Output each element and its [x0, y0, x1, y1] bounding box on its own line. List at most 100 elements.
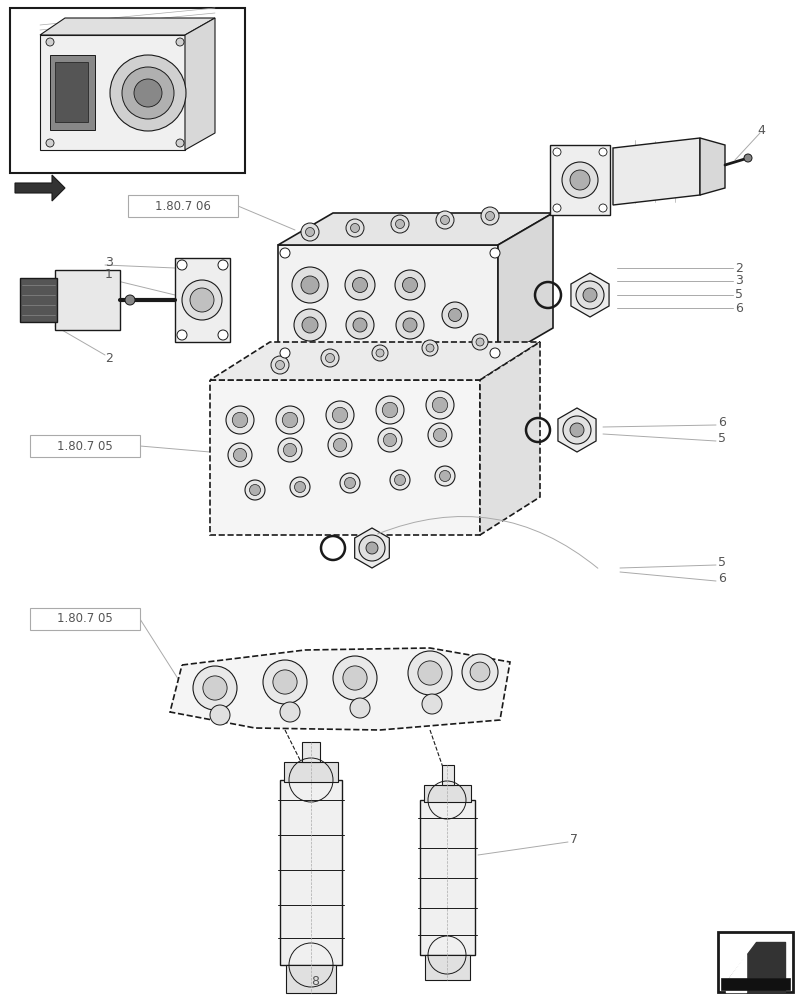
Circle shape — [342, 666, 367, 690]
Circle shape — [280, 248, 290, 258]
Polygon shape — [419, 800, 474, 955]
Bar — [720, 978, 789, 990]
Circle shape — [134, 79, 162, 107]
Bar — [128, 195, 238, 217]
Circle shape — [402, 277, 417, 292]
Circle shape — [426, 344, 433, 352]
Circle shape — [485, 212, 494, 221]
Text: 3: 3 — [105, 255, 113, 268]
Polygon shape — [280, 780, 341, 965]
Circle shape — [431, 397, 447, 413]
Polygon shape — [210, 380, 479, 535]
Circle shape — [471, 334, 487, 350]
Circle shape — [225, 406, 254, 434]
Polygon shape — [424, 955, 470, 980]
Circle shape — [46, 139, 54, 147]
Polygon shape — [210, 342, 539, 380]
Bar — [30, 608, 139, 630]
Circle shape — [378, 428, 401, 452]
Polygon shape — [40, 18, 215, 35]
Circle shape — [422, 340, 437, 356]
Circle shape — [480, 207, 499, 225]
Circle shape — [552, 204, 560, 212]
Circle shape — [332, 407, 347, 423]
Polygon shape — [354, 528, 388, 568]
Text: 3: 3 — [734, 274, 742, 288]
Circle shape — [177, 260, 187, 270]
Bar — [717, 932, 792, 992]
Circle shape — [301, 276, 319, 294]
Circle shape — [575, 281, 603, 309]
Polygon shape — [50, 55, 95, 130]
Circle shape — [302, 317, 318, 333]
Circle shape — [345, 219, 363, 237]
Circle shape — [217, 330, 228, 340]
Circle shape — [282, 412, 298, 428]
Circle shape — [182, 280, 221, 320]
Circle shape — [350, 224, 359, 232]
Circle shape — [340, 473, 359, 493]
Circle shape — [294, 309, 325, 341]
Circle shape — [294, 482, 305, 492]
Circle shape — [353, 318, 367, 332]
Circle shape — [418, 661, 441, 685]
Circle shape — [280, 702, 299, 722]
Circle shape — [569, 423, 583, 437]
Polygon shape — [302, 742, 320, 762]
Text: 2: 2 — [734, 261, 742, 274]
Polygon shape — [185, 18, 215, 150]
Polygon shape — [285, 965, 336, 993]
Circle shape — [305, 228, 314, 236]
Circle shape — [344, 478, 355, 488]
Polygon shape — [557, 408, 595, 452]
Circle shape — [122, 67, 174, 119]
Polygon shape — [175, 258, 230, 342]
Circle shape — [561, 162, 597, 198]
Circle shape — [249, 485, 260, 495]
Circle shape — [562, 416, 590, 444]
Text: 4: 4 — [756, 124, 764, 137]
Bar — [30, 435, 139, 457]
Circle shape — [396, 311, 423, 339]
Text: 1.80.7 05: 1.80.7 05 — [57, 612, 113, 626]
Circle shape — [301, 223, 319, 241]
Polygon shape — [55, 270, 120, 330]
Circle shape — [433, 428, 446, 442]
Circle shape — [263, 660, 307, 704]
Polygon shape — [549, 145, 609, 215]
Text: 1: 1 — [105, 268, 113, 282]
Circle shape — [552, 148, 560, 156]
Circle shape — [440, 216, 449, 225]
Circle shape — [46, 38, 54, 46]
Circle shape — [358, 535, 384, 561]
Polygon shape — [20, 278, 57, 322]
Polygon shape — [284, 762, 337, 782]
Circle shape — [435, 466, 454, 486]
Circle shape — [394, 475, 405, 486]
Text: 8: 8 — [311, 975, 319, 988]
Circle shape — [391, 215, 409, 233]
Circle shape — [190, 288, 214, 312]
Circle shape — [232, 412, 247, 428]
Text: 5: 5 — [717, 432, 725, 444]
Circle shape — [439, 471, 450, 482]
Text: 6: 6 — [717, 572, 725, 584]
Circle shape — [203, 676, 227, 700]
Circle shape — [333, 656, 376, 700]
Polygon shape — [441, 765, 453, 785]
Circle shape — [176, 139, 184, 147]
Circle shape — [176, 38, 184, 46]
Circle shape — [470, 662, 489, 682]
Circle shape — [283, 443, 296, 457]
Circle shape — [350, 698, 370, 718]
Circle shape — [345, 311, 374, 339]
Circle shape — [352, 277, 367, 292]
Circle shape — [320, 349, 338, 367]
Circle shape — [569, 170, 590, 190]
Circle shape — [366, 542, 378, 554]
Bar — [10, 8, 245, 173]
Circle shape — [395, 220, 404, 229]
Polygon shape — [699, 138, 724, 195]
Circle shape — [375, 396, 404, 424]
Circle shape — [271, 356, 289, 374]
